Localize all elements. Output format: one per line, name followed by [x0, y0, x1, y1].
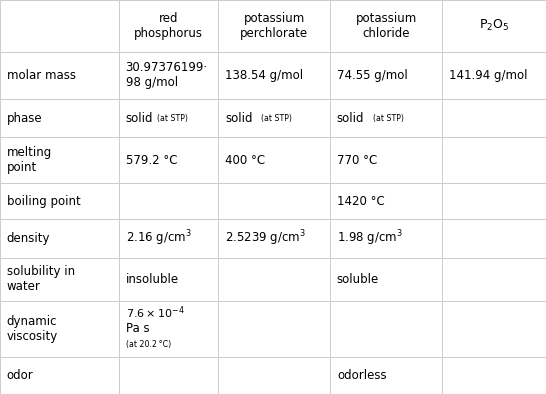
Text: 400 °C: 400 °C	[225, 154, 265, 167]
Bar	[442, 219, 546, 258]
Text: dynamic
viscosity: dynamic viscosity	[7, 315, 58, 343]
Bar	[218, 219, 330, 258]
Bar	[119, 301, 218, 357]
Bar	[218, 138, 330, 184]
Bar	[0, 0, 119, 52]
Bar	[218, 52, 330, 99]
Text: $\mathrm{1.98\ g/cm^3}$: $\mathrm{1.98\ g/cm^3}$	[337, 229, 403, 248]
Text: phase: phase	[7, 112, 42, 125]
Bar	[119, 138, 218, 184]
Bar	[119, 357, 218, 394]
Text: 579.2 °C: 579.2 °C	[126, 154, 177, 167]
Text: solid: solid	[126, 112, 153, 125]
Bar	[218, 184, 330, 219]
Text: boiling point: boiling point	[7, 195, 80, 208]
Bar	[442, 52, 546, 99]
Bar	[0, 99, 119, 138]
Text: $\mathrm{2.16\ g/cm^3}$: $\mathrm{2.16\ g/cm^3}$	[126, 229, 192, 248]
Bar	[119, 0, 218, 52]
Bar	[0, 357, 119, 394]
Text: potassium
chloride: potassium chloride	[355, 12, 417, 40]
Bar	[119, 184, 218, 219]
Text: (at 20.2 °C): (at 20.2 °C)	[126, 340, 171, 349]
Bar	[119, 219, 218, 258]
Bar	[442, 184, 546, 219]
Text: (at STP): (at STP)	[373, 114, 403, 123]
Bar	[119, 258, 218, 301]
Bar	[119, 99, 218, 138]
Bar	[330, 301, 442, 357]
Bar	[330, 357, 442, 394]
Bar	[0, 219, 119, 258]
Text: solid: solid	[337, 112, 364, 125]
Text: molar mass: molar mass	[7, 69, 75, 82]
Text: solid: solid	[225, 112, 252, 125]
Bar	[442, 258, 546, 301]
Bar	[330, 138, 442, 184]
Bar	[0, 52, 119, 99]
Text: 1420 °C: 1420 °C	[337, 195, 384, 208]
Bar	[0, 138, 119, 184]
Bar	[442, 138, 546, 184]
Text: $7.6\times10^{-4}$: $7.6\times10^{-4}$	[126, 305, 184, 322]
Text: (at STP): (at STP)	[261, 114, 292, 123]
Bar	[119, 52, 218, 99]
Text: (at STP): (at STP)	[157, 114, 188, 123]
Bar	[330, 258, 442, 301]
Bar	[442, 357, 546, 394]
Bar	[0, 258, 119, 301]
Text: solubility in
water: solubility in water	[7, 265, 75, 293]
Text: 141.94 g/mol: 141.94 g/mol	[449, 69, 527, 82]
Text: potassium
perchlorate: potassium perchlorate	[240, 12, 308, 40]
Bar	[330, 52, 442, 99]
Bar	[330, 184, 442, 219]
Bar	[330, 219, 442, 258]
Text: odor: odor	[7, 369, 33, 382]
Text: 30.97376199·
98 g/mol: 30.97376199· 98 g/mol	[126, 61, 207, 89]
Text: Pa s: Pa s	[126, 322, 149, 335]
Text: density: density	[7, 232, 50, 245]
Text: insoluble: insoluble	[126, 273, 179, 286]
Bar	[218, 0, 330, 52]
Bar	[0, 301, 119, 357]
Text: $\mathrm{P_2O_5}$: $\mathrm{P_2O_5}$	[479, 18, 509, 33]
Text: $\mathrm{2.5239\ g/cm^3}$: $\mathrm{2.5239\ g/cm^3}$	[225, 229, 306, 248]
Text: 138.54 g/mol: 138.54 g/mol	[225, 69, 303, 82]
Bar	[330, 0, 442, 52]
Bar	[442, 99, 546, 138]
Bar	[218, 357, 330, 394]
Text: odorless: odorless	[337, 369, 387, 382]
Text: 770 °C: 770 °C	[337, 154, 377, 167]
Bar	[218, 258, 330, 301]
Text: 74.55 g/mol: 74.55 g/mol	[337, 69, 408, 82]
Bar	[218, 99, 330, 138]
Bar	[0, 184, 119, 219]
Text: soluble: soluble	[337, 273, 379, 286]
Text: red
phosphorus: red phosphorus	[134, 12, 203, 40]
Bar	[442, 301, 546, 357]
Text: melting
point: melting point	[7, 147, 52, 175]
Bar	[330, 99, 442, 138]
Bar	[442, 0, 546, 52]
Bar	[218, 301, 330, 357]
